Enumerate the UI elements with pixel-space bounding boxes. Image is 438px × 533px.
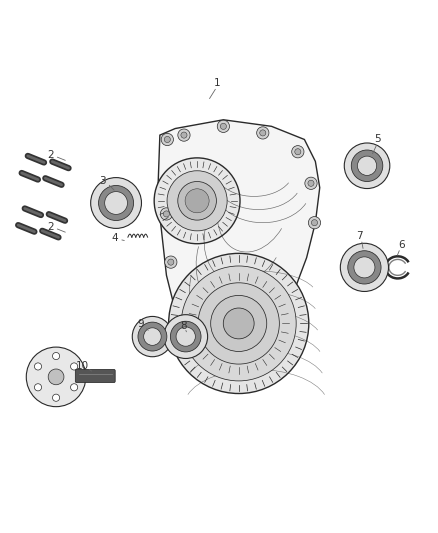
Circle shape	[71, 384, 78, 391]
Circle shape	[167, 171, 227, 231]
Text: 10: 10	[76, 361, 89, 372]
Text: 6: 6	[398, 240, 405, 251]
Circle shape	[154, 158, 240, 244]
Circle shape	[169, 253, 309, 393]
Circle shape	[48, 369, 64, 385]
Text: 5: 5	[374, 134, 381, 144]
Circle shape	[348, 251, 381, 284]
Text: 2: 2	[47, 150, 54, 160]
Circle shape	[176, 327, 195, 346]
Circle shape	[292, 146, 304, 158]
Circle shape	[185, 189, 209, 213]
Text: 7: 7	[356, 231, 363, 241]
Circle shape	[178, 129, 190, 141]
Circle shape	[308, 216, 321, 229]
Circle shape	[260, 130, 266, 136]
Circle shape	[305, 177, 317, 189]
Circle shape	[351, 150, 383, 182]
Circle shape	[181, 132, 187, 138]
Circle shape	[99, 185, 134, 221]
Circle shape	[164, 314, 208, 359]
Circle shape	[91, 177, 141, 229]
Circle shape	[138, 322, 167, 351]
Circle shape	[223, 308, 254, 339]
Circle shape	[211, 295, 267, 351]
Circle shape	[220, 123, 226, 130]
Circle shape	[35, 363, 42, 370]
Circle shape	[344, 143, 390, 189]
Circle shape	[53, 394, 60, 401]
Circle shape	[168, 259, 174, 265]
Circle shape	[295, 149, 301, 155]
Circle shape	[35, 384, 42, 391]
Circle shape	[132, 317, 173, 357]
Circle shape	[354, 257, 375, 278]
Circle shape	[340, 243, 389, 292]
Circle shape	[105, 191, 127, 214]
Circle shape	[165, 256, 177, 268]
Text: 3: 3	[99, 176, 106, 186]
Circle shape	[357, 156, 377, 175]
Circle shape	[144, 328, 161, 345]
Circle shape	[181, 266, 296, 381]
Circle shape	[257, 127, 269, 139]
Text: 9: 9	[138, 319, 145, 329]
Circle shape	[160, 208, 173, 220]
Text: 4: 4	[112, 233, 119, 243]
Text: 1: 1	[213, 78, 220, 88]
Circle shape	[53, 352, 60, 360]
Circle shape	[170, 321, 201, 352]
Circle shape	[71, 363, 78, 370]
FancyBboxPatch shape	[75, 369, 115, 383]
Circle shape	[217, 120, 230, 133]
Polygon shape	[158, 120, 320, 361]
Circle shape	[164, 136, 170, 142]
Circle shape	[308, 180, 314, 187]
Text: 2: 2	[47, 222, 54, 232]
Circle shape	[26, 347, 86, 407]
Circle shape	[163, 211, 170, 217]
Circle shape	[178, 181, 216, 220]
Circle shape	[311, 220, 318, 226]
Text: 8: 8	[180, 321, 187, 330]
Circle shape	[198, 283, 279, 364]
Circle shape	[161, 133, 173, 146]
